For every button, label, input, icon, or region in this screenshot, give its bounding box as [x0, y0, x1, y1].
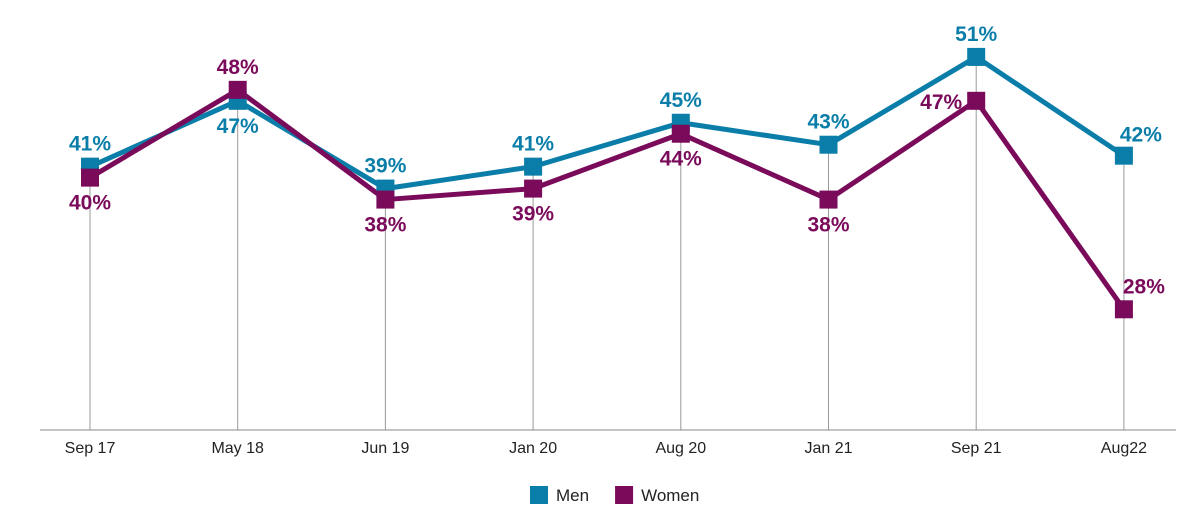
x-tick-label: Jan 20: [509, 440, 557, 457]
data-label-men: 39%: [364, 155, 406, 178]
marker-men: [524, 157, 543, 176]
series-line-women: [88, 87, 1126, 311]
marker-men: [1114, 146, 1133, 165]
legend-label-women: Women: [641, 486, 699, 505]
x-tick-label: Aug 20: [655, 440, 706, 457]
data-label-women: 47%: [920, 91, 962, 114]
data-label-women: 40%: [69, 192, 111, 215]
marker-women: [376, 190, 395, 209]
data-label-men: 47%: [217, 115, 259, 138]
marker-women: [524, 179, 543, 198]
x-tick-label: Jun 19: [361, 440, 409, 457]
marker-women: [819, 190, 838, 209]
data-label-men: 51%: [955, 23, 997, 46]
legend-swatch-women: [615, 486, 634, 504]
series-markers: [81, 47, 1133, 319]
series-line-men: [88, 54, 1126, 192]
marker-men: [967, 47, 986, 66]
marker-women: [81, 168, 99, 187]
data-label-women: 39%: [512, 203, 554, 226]
data-label-women: 48%: [217, 56, 259, 79]
data-label-men: 45%: [660, 89, 702, 112]
legend-label-men: Men: [556, 486, 589, 505]
x-tick-label: Jan 21: [804, 440, 852, 457]
data-label-men: 41%: [512, 133, 554, 156]
x-tick-label: Aug22: [1101, 440, 1147, 457]
data-label-women: 44%: [660, 148, 702, 171]
data-label-women: 38%: [807, 214, 849, 237]
marker-women: [671, 124, 690, 143]
x-tick-label: May 18: [211, 440, 264, 457]
marker-women: [1114, 300, 1133, 319]
marker-women: [228, 80, 247, 99]
series-lines: [88, 54, 1126, 311]
category-gridlines: [89, 56, 1125, 430]
data-label-women: 38%: [364, 214, 406, 237]
legend-swatch-men: [530, 486, 548, 504]
x-tick-label: Sep 21: [951, 440, 1002, 457]
data-label-women: 28%: [1123, 275, 1165, 298]
marker-women: [967, 91, 986, 110]
x-tick-label: Sep 17: [65, 440, 116, 457]
data-labels: 41% 47% 39% 41% 45% 43% 51% 42% 40% 48% 38% 39% 44% 3…: [69, 23, 1165, 298]
data-label-men: 41%: [69, 133, 111, 156]
data-label-men: 42%: [1120, 124, 1162, 147]
legend: Men Women: [530, 486, 699, 505]
marker-men: [819, 135, 838, 154]
data-label-men: 43%: [807, 111, 849, 134]
x-axis-tick-labels: Sep 17 May 18 Jun 19 Jan 20 Aug 20 Jan 21 Sep …: [65, 440, 1147, 457]
